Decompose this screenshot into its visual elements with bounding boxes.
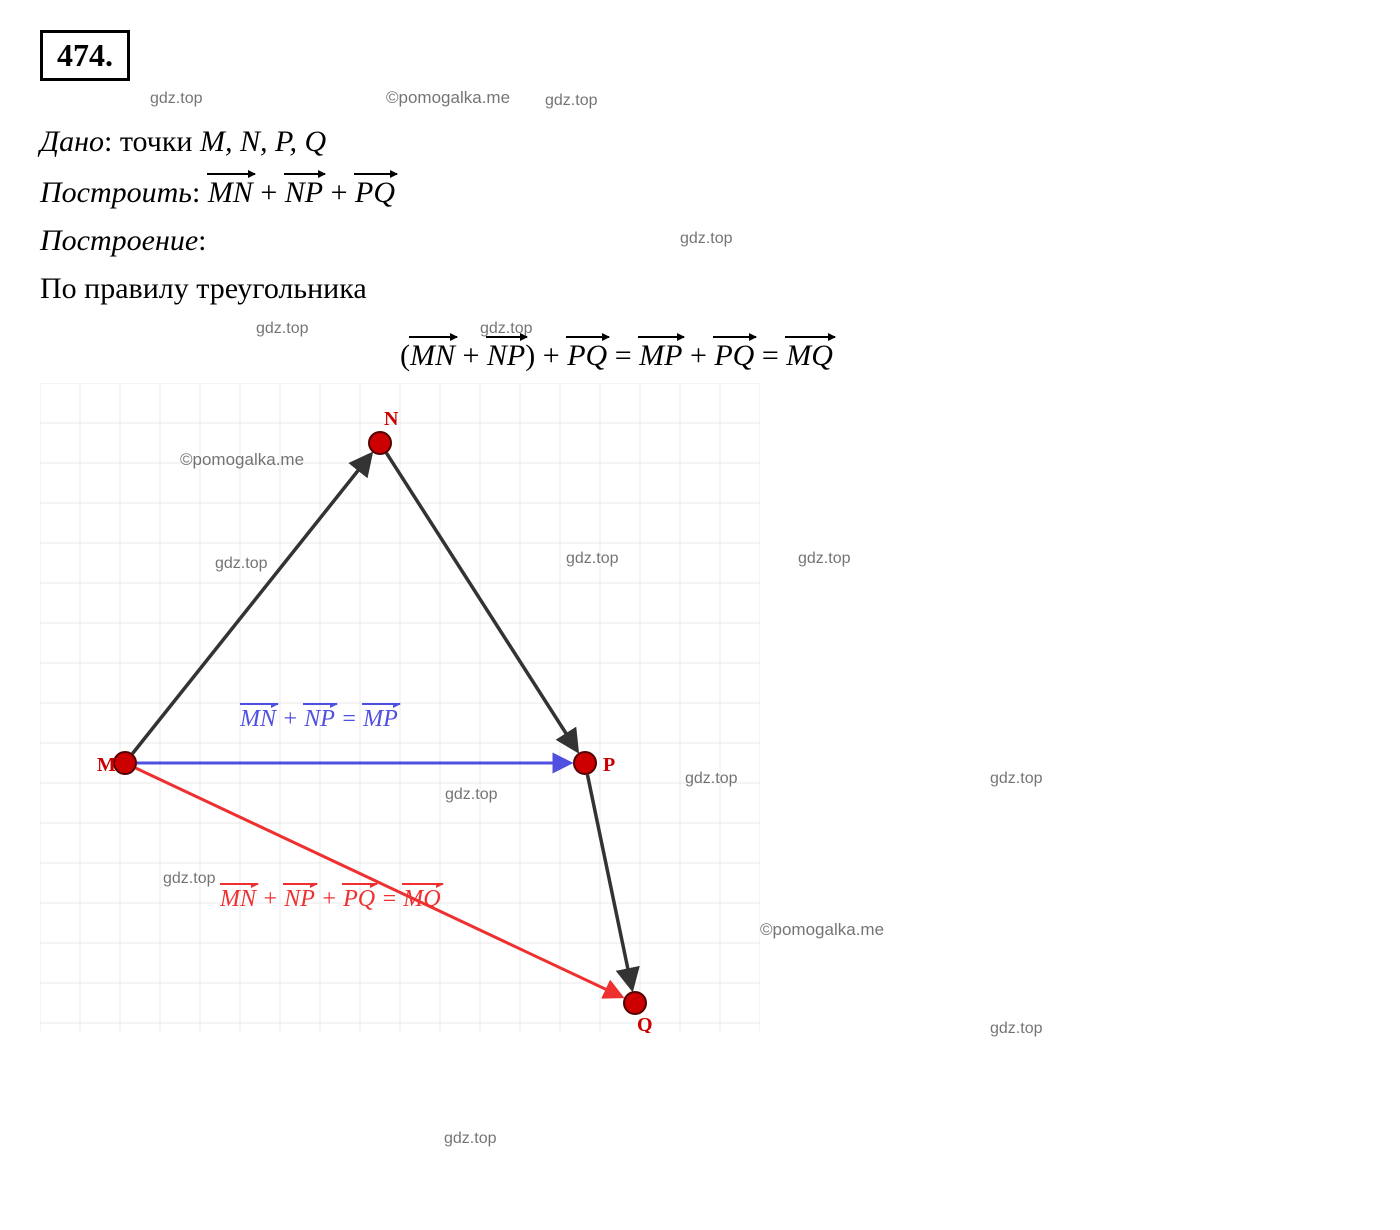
main-equation: (MN + NP) + PQ = MP + PQ = MQ <box>400 336 1360 373</box>
pomogalka-watermark: ©pomogalka.me <box>760 920 884 940</box>
eq-eq-2: = <box>754 339 786 372</box>
eq-pq2: PQ <box>714 336 754 373</box>
diagram-mq-equation: MN + NP + PQ = MQ <box>220 883 640 933</box>
eq-mn: MN <box>410 336 455 373</box>
construction-line: Построение: <box>40 224 1360 258</box>
eq-plus-3: + <box>682 339 714 372</box>
point-p <box>574 752 596 774</box>
point-q <box>624 992 646 1014</box>
problem-number: 474. <box>40 30 130 81</box>
vec-np: NP <box>285 173 323 210</box>
vector-pq <box>587 775 631 989</box>
gdz-watermark: gdz.top <box>990 770 1042 788</box>
point-n <box>369 432 391 454</box>
eq-plus-2: + <box>535 339 567 372</box>
gdz-watermark: gdz.top <box>444 1130 496 1148</box>
eq-eq-1: = <box>607 339 639 372</box>
point-m <box>114 752 136 774</box>
given-text: : точки <box>104 125 200 158</box>
point-label-n: N <box>384 408 399 430</box>
given-points: M, N, P, Q <box>200 125 326 158</box>
diagram-mp-equation: MN + NP = MP <box>240 703 660 753</box>
gdz-watermark: gdz.top <box>150 90 202 108</box>
eq-np: NP <box>487 336 525 373</box>
eq-mq: MQ <box>786 336 833 373</box>
rule-line: По правилу треугольника <box>40 272 1360 306</box>
eq-pq: PQ <box>567 336 607 373</box>
rparen: ) <box>525 339 535 372</box>
given-label: Дано <box>40 125 104 158</box>
gdz-watermark: gdz.top <box>798 550 850 568</box>
gdz-watermark: gdz.top <box>545 92 597 110</box>
plus-1: + <box>253 176 285 209</box>
eq-plus-1: + <box>455 339 487 372</box>
gdz-watermark: gdz.top <box>990 1020 1042 1038</box>
construct-label: Построить <box>40 176 192 209</box>
lparen: ( <box>400 339 410 372</box>
vec-mn: MN <box>208 173 253 210</box>
point-label-q: Q <box>637 1014 653 1033</box>
point-label-m: M <box>97 754 116 776</box>
plus-2: + <box>323 176 355 209</box>
pomogalka-watermark: ©pomogalka.me <box>386 88 510 108</box>
construction-label: Построение <box>40 224 198 257</box>
vector-diagram: M N P Q MN + NP = MP MN + NP + PQ = MQ <box>40 383 760 1033</box>
gdz-watermark: gdz.top <box>256 320 308 338</box>
diagram-svg: M N P Q MN + NP = MP MN + NP + PQ = MQ <box>40 383 760 1033</box>
eq-mp: MP <box>639 336 682 373</box>
point-label-p: P <box>603 754 615 776</box>
construct-line: Построить: MN + NP + PQ <box>40 173 1360 210</box>
vec-pq: PQ <box>355 173 395 210</box>
construct-colon: : <box>192 176 208 209</box>
given-line: Дано: точки M, N, P, Q <box>40 125 1360 159</box>
construction-colon: : <box>198 224 206 257</box>
